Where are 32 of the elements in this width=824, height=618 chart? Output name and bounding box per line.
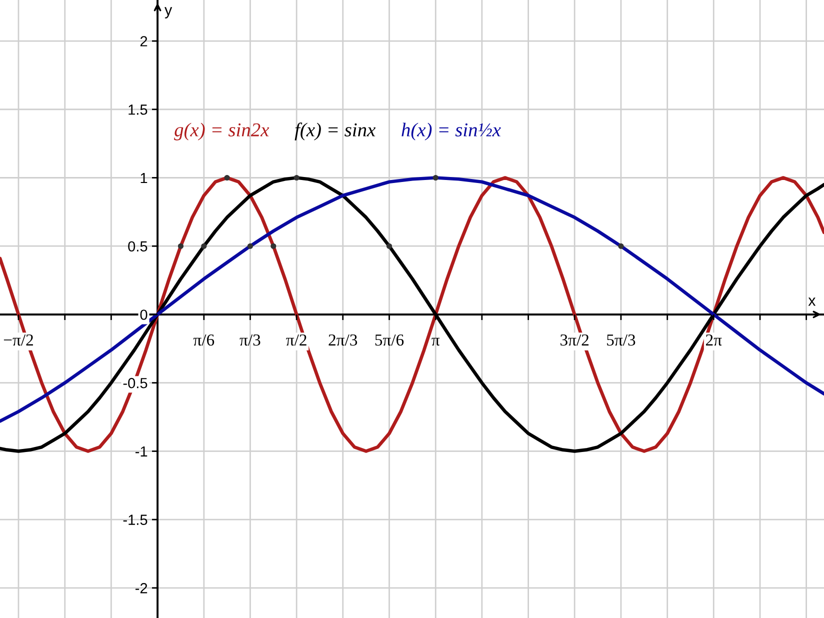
point <box>432 174 438 181</box>
point <box>178 243 184 249</box>
y-tick-label: 0.5 <box>128 241 148 252</box>
y-tick-label: -1.5 <box>123 514 148 525</box>
x-tick-label: 5π/6 <box>375 334 404 346</box>
y-tick-label: -1 <box>136 446 148 456</box>
y-tick-label: 0 <box>140 310 148 320</box>
point <box>270 243 276 249</box>
point <box>386 243 392 249</box>
y-tick-label: 1 <box>140 172 148 184</box>
x-tick-label: π/3 <box>240 334 260 346</box>
y-tick-label: 1.5 <box>128 104 148 115</box>
text: g(x) = sin2x <box>174 122 270 140</box>
point <box>618 243 624 249</box>
x-axis-title: x <box>808 298 816 306</box>
point <box>224 174 230 181</box>
x-tick-label: 3π/2 <box>560 334 589 346</box>
x-tick-label: 2π/3 <box>328 334 358 346</box>
x-tick-label: π <box>432 338 440 346</box>
y-tick-label: 2 <box>140 36 148 46</box>
x-tick-label: π/6 <box>193 334 214 346</box>
x-tick-label: −π/2 <box>4 334 33 346</box>
point <box>247 243 253 249</box>
point <box>201 243 207 249</box>
x-tick-label: π/2 <box>286 334 306 346</box>
text: h(x) = sin½x <box>402 122 501 140</box>
y-tick-label: -2 <box>136 583 148 594</box>
series-label: f(x) = sinx <box>294 122 376 140</box>
x-tick-label: 5π/3 <box>607 334 636 346</box>
x-tick-label: 2π <box>706 334 722 346</box>
y-axis-title: y <box>164 7 172 18</box>
point <box>294 174 300 181</box>
